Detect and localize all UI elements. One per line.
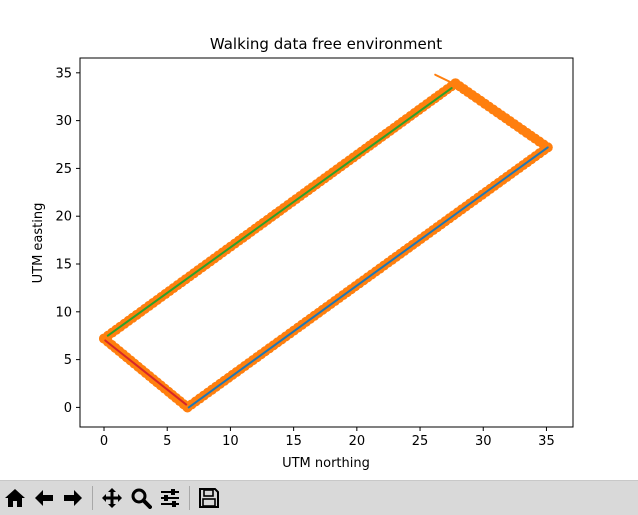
x-tick-label: 35: [538, 434, 555, 449]
y-axis: 0 5 10 15 20 25 30 35: [55, 66, 80, 416]
y-tick-label: 30: [55, 114, 72, 129]
zoom-button[interactable]: [128, 484, 154, 512]
series-4: [434, 73, 482, 98]
y-tick-label: 0: [64, 401, 72, 416]
fit-line: [187, 146, 549, 409]
x-tick-label: 5: [163, 434, 171, 449]
x-tick-label: 20: [349, 434, 366, 449]
series-1: [106, 87, 453, 337]
y-tick-label: 35: [55, 66, 72, 81]
configure-subplots-icon: [161, 489, 179, 507]
x-tick-label: 10: [222, 434, 239, 449]
series-2: [187, 146, 549, 409]
home-icon: [5, 489, 25, 507]
forward-arrow-icon: [64, 490, 82, 506]
plot-area: [79, 57, 574, 428]
forward-button[interactable]: [60, 484, 86, 512]
y-tick-label: 5: [64, 353, 72, 368]
back-arrow-icon: [35, 490, 53, 506]
fit-line: [106, 87, 453, 337]
figure: Walking data free environment 0 5 10 15 20 25…: [31, 35, 574, 471]
toolbar-separator: [92, 486, 93, 510]
configure-subplots-button[interactable]: [157, 484, 183, 512]
y-tick-label: 25: [55, 162, 72, 177]
y-tick-label: 10: [55, 305, 72, 320]
x-tick-label: 30: [475, 434, 492, 449]
save-icon: [199, 488, 219, 508]
zoom-icon: [131, 488, 152, 509]
y-axis-label: UTM easting: [31, 203, 46, 284]
series-3: [104, 339, 188, 406]
y-tick-label: 15: [55, 258, 72, 273]
plot-background: [80, 58, 573, 427]
plot-frame: [79, 57, 574, 428]
fit-line: [434, 73, 482, 98]
pan-icon: [102, 488, 122, 508]
x-tick-label: 15: [285, 434, 302, 449]
fit-line: [104, 339, 188, 406]
x-tick-label: 0: [100, 434, 108, 449]
series-layer: [99, 73, 553, 413]
back-button[interactable]: [31, 484, 57, 512]
x-tick-label: 25: [412, 434, 429, 449]
x-axis: 0 5 10 15 20 25 30 35: [100, 427, 555, 449]
save-button[interactable]: [196, 484, 222, 512]
chart-title: Walking data free environment: [210, 35, 442, 53]
y-tick-label: 20: [55, 210, 72, 225]
navigation-toolbar: [0, 480, 638, 515]
pan-button[interactable]: [99, 484, 125, 512]
x-axis-label: UTM northing: [282, 456, 370, 471]
toolbar-separator: [189, 486, 190, 510]
home-button[interactable]: [2, 484, 28, 512]
